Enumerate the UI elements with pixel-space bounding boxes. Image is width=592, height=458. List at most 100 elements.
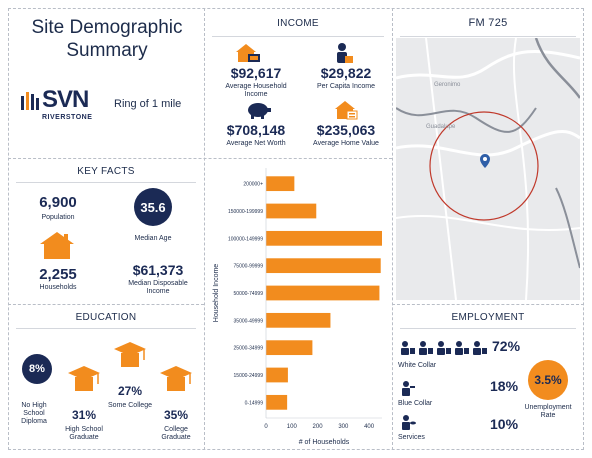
bar-25000-34999 [266, 340, 313, 356]
grid-line-v2 [392, 8, 393, 450]
median-disposable-income-label: Median Disposable Income [128, 280, 188, 295]
x-tick-label: 100 [287, 424, 298, 430]
some-college-label: Some College [108, 402, 152, 409]
piggy-bank-icon [248, 103, 271, 119]
households-label: Households [39, 284, 77, 291]
x-tick-label: 400 [364, 424, 375, 430]
logo-sub-text: RIVERSTONE [42, 114, 93, 121]
map-view[interactable]: Geronimo Guadalupe [396, 38, 580, 300]
median-age-label: Median Age [134, 235, 172, 242]
college-grad-label: College Graduate [161, 426, 191, 441]
avg-household-income-label: Average Household Income [225, 83, 287, 98]
employment-header: EMPLOYMENT [451, 312, 525, 323]
household-income-chart: 200000+ 150000-199999 100000-149999 75000-9… [213, 168, 382, 446]
outer-frame [8, 8, 584, 450]
education-header: EDUCATION [75, 312, 137, 323]
grad-cap-icon-some-college [114, 342, 146, 367]
white-collar-label: White Collar [398, 362, 437, 369]
grad-cap-icon-hs [68, 366, 100, 391]
unemployment-value: 3.5% [534, 373, 562, 387]
college-grad-value: 35% [163, 408, 189, 422]
person-icon [337, 43, 353, 63]
median-age-badge: 35.6 [134, 188, 172, 226]
avg-net-worth-value: $708,148 [226, 122, 286, 138]
category-label: 35000-49999 [234, 318, 264, 324]
avg-home-value-label: Average Home Value [313, 140, 379, 147]
key-facts-divider [16, 182, 196, 183]
category-label: 50000-74999 [234, 291, 264, 297]
population-value: 6,900 [39, 194, 77, 211]
logo-mark-icon [21, 92, 39, 110]
median-age-value: 35.6 [140, 199, 166, 215]
some-college-value: 27% [117, 384, 143, 398]
unemployment-badge: 3.5% [528, 360, 568, 400]
x-tick-label: 0 [264, 424, 268, 430]
grid-line-h1 [8, 158, 392, 159]
title-panel: Site Demographic Summary SVN RIVERSTONE … [8, 8, 204, 158]
category-label: 100000-149999 [228, 236, 263, 242]
category-label: 200000+ [243, 182, 263, 188]
per-capita-income-value: $29,822 [320, 65, 372, 81]
map-label-geronimo: Geronimo [434, 82, 461, 88]
income-chart-panel: 200000+ 150000-199999 100000-149999 75000-9… [204, 158, 392, 450]
location-pin-icon[interactable] [480, 154, 490, 168]
map-drawing [396, 38, 580, 300]
home-value-icon [335, 101, 358, 120]
x-tick-label: 300 [338, 424, 349, 430]
bar-50000-74999 [266, 285, 380, 301]
y-axis-title: Household Income [213, 264, 220, 322]
category-label: 15000-24999 [234, 373, 264, 379]
households-value: 2,255 [39, 266, 77, 283]
logo-main-text: SVN [42, 86, 89, 113]
services-value: 10% [490, 416, 519, 432]
income-divider [212, 36, 384, 37]
map-header: FM 725 [468, 17, 508, 29]
bar-100000-149999 [266, 230, 382, 246]
house-icon [40, 232, 74, 259]
white-collar-value: 72% [492, 338, 521, 354]
grad-cap-icon-college [160, 366, 192, 391]
employment-divider [400, 328, 576, 329]
avg-net-worth-label: Average Net Worth [226, 140, 286, 147]
population-label: Population [41, 214, 75, 221]
x-axis-title: # of Households [299, 439, 350, 446]
ring-label: Ring of 1 mile [114, 98, 182, 110]
map-label-guadalupe: Guadalupe [426, 124, 456, 130]
grid-line-h2 [8, 304, 204, 305]
no-hs-label: No High School Diploma [21, 402, 47, 425]
category-label: 150000-199999 [228, 209, 263, 215]
page-title: Site Demographic Summary [31, 17, 183, 61]
hs-grad-label: High School Graduate [65, 426, 103, 441]
bar-75000-99999 [266, 258, 381, 274]
unemployment-label: Unemployment Rate [524, 404, 572, 419]
employment-panel: EMPLOYMENT 72% White Collar Blue Collar … [392, 304, 584, 450]
house-money-icon [236, 44, 260, 62]
bar-0-14999 [266, 394, 288, 410]
blue-collar-value: 18% [490, 378, 519, 394]
education-panel: EDUCATION 8% No High School Diploma 31% … [8, 304, 204, 450]
bar-35000-49999 [266, 312, 331, 328]
office-worker-icon [401, 341, 487, 355]
category-label: 75000-99999 [234, 264, 264, 270]
no-hs-value: 8% [29, 363, 45, 375]
grid-line-h3 [392, 304, 584, 305]
income-header: INCOME [277, 18, 319, 29]
category-label: 0-14999 [245, 400, 264, 406]
white-collar-icons [400, 340, 490, 356]
income-panel: INCOME $92,617 Average Household Income … [204, 8, 392, 158]
key-facts-header: KEY FACTS [77, 166, 135, 177]
service-worker-icon [402, 415, 416, 430]
bar-150000-199999 [266, 203, 317, 219]
services-label: Services [398, 434, 425, 441]
avg-home-value-value: $235,063 [316, 122, 376, 138]
per-capita-income-label: Per Capita Income [317, 83, 375, 90]
grid-line-v1 [204, 8, 205, 450]
education-divider [16, 328, 196, 329]
no-hs-badge: 8% [22, 354, 52, 384]
category-label: 25000-34999 [234, 346, 264, 352]
bar-200000+ [266, 176, 295, 192]
avg-household-income-value: $92,617 [230, 65, 282, 81]
key-facts-panel: KEY FACTS 6,900 Population 35.6 Median A… [8, 158, 204, 304]
map-panel: FM 725 Geronimo Guadalupe [392, 8, 584, 304]
map-divider [400, 36, 576, 37]
